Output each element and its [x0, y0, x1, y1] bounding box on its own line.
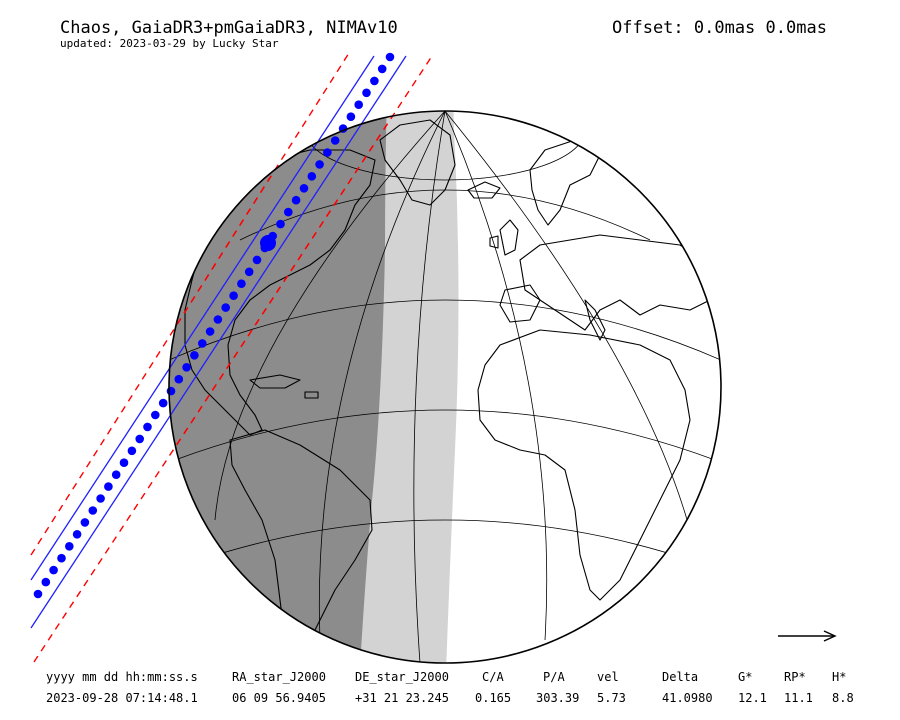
path-dot	[57, 553, 66, 563]
path-dot	[362, 88, 371, 98]
night-zone	[169, 111, 388, 663]
path-dot	[135, 434, 144, 444]
header-h: H*	[832, 670, 847, 684]
value-delta: 41.0980	[662, 691, 713, 705]
globe-outline	[168, 110, 722, 664]
path-dot	[291, 195, 301, 205]
graticule	[169, 111, 721, 663]
path-dot	[49, 565, 58, 575]
closest-approach-marker	[260, 235, 276, 251]
path-dot	[80, 518, 90, 527]
value-g: 12.1	[738, 691, 767, 705]
value-vel: 5.73	[597, 691, 626, 705]
path-dot	[330, 136, 340, 145]
path-dot	[119, 458, 129, 468]
value-pa: 303.39	[536, 691, 580, 705]
value-rp: 11.1	[784, 691, 813, 705]
uncertainty-limits-outer	[30, 52, 433, 663]
header-rp: RP*	[784, 670, 806, 684]
path-dot	[205, 327, 215, 336]
page-subtitle: updated: 2023-03-29 by Lucky Star	[60, 37, 279, 50]
path-dot	[229, 291, 238, 301]
path-dot	[174, 374, 184, 384]
value-ca: 0.165	[475, 691, 512, 705]
path-dot	[158, 398, 168, 408]
path-dot	[72, 530, 82, 539]
path-dot	[354, 100, 364, 109]
path-dot	[190, 351, 199, 360]
path-dot	[41, 577, 51, 587]
header-vel: vel	[597, 670, 619, 684]
path-dot	[307, 172, 317, 181]
right-arrow-icon	[778, 630, 837, 642]
path-dot	[65, 542, 74, 551]
value-de: +31 21 23.245	[355, 691, 449, 705]
value-ra: 06 09 56.9405	[232, 691, 326, 705]
path-dot	[370, 76, 379, 86]
path-dot	[346, 112, 356, 121]
header-de: DE_star_J2000	[355, 670, 449, 684]
path-dot	[96, 494, 105, 503]
path-dot	[385, 52, 395, 62]
header-pa: P/A	[543, 670, 565, 684]
path-dot	[127, 446, 137, 456]
page-title: Chaos, GaiaDR3+pmGaiaDR3, NIMAv10	[60, 18, 398, 38]
path-dot	[151, 410, 160, 420]
path-dot	[276, 219, 285, 229]
path-dot	[143, 422, 152, 432]
path-dot	[284, 207, 293, 217]
path-dot	[299, 184, 309, 193]
path-dot	[198, 339, 207, 348]
path-dot	[88, 506, 98, 515]
path-dot	[166, 386, 176, 396]
path-dot	[111, 470, 121, 480]
path-dot	[213, 315, 223, 324]
path-dot	[315, 160, 324, 169]
header-datetime: yyyy mm dd hh:mm:ss.s	[46, 670, 198, 684]
path-dot	[252, 255, 262, 265]
value-datetime: 2023-09-28 07:14:48.1	[46, 691, 198, 705]
value-h: 8.8	[832, 691, 854, 705]
header-delta: Delta	[662, 670, 699, 684]
path-dot	[237, 279, 246, 289]
path-dot	[33, 589, 43, 599]
path-dot	[377, 64, 387, 74]
offset-readout: Offset: 0.0mas 0.0mas	[612, 18, 827, 38]
path-dot	[323, 148, 332, 157]
path-dot	[244, 267, 254, 277]
header-ca: C/A	[482, 670, 504, 684]
path-dot	[182, 363, 191, 372]
header-g: G*	[738, 670, 753, 684]
shadow-centerline	[33, 52, 395, 599]
path-dot	[221, 303, 230, 312]
header-ra: RA_star_J2000	[232, 670, 326, 684]
path-dot	[104, 482, 113, 491]
